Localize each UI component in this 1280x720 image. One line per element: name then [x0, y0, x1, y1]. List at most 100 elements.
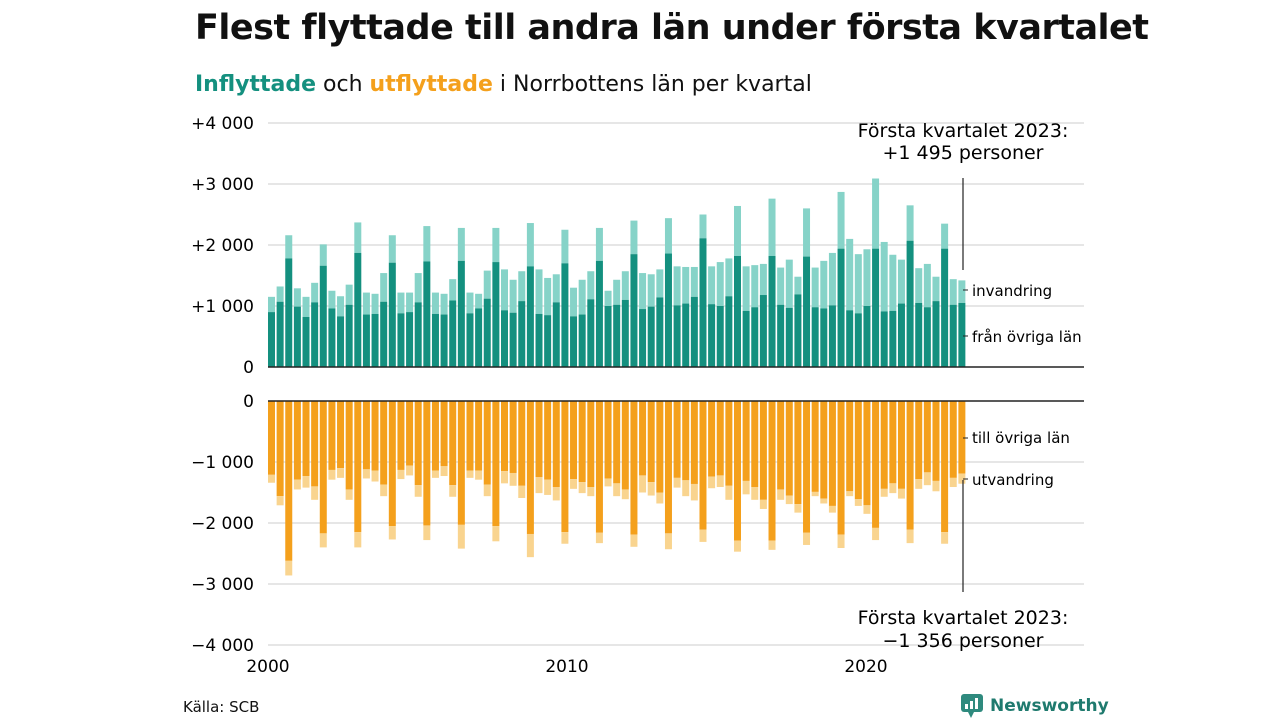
bar-till-ovriga-lan: [656, 401, 664, 493]
bar-invandring: [785, 259, 793, 308]
bar-utvandring: [466, 470, 474, 478]
annotation-top-line1: Första kvartalet 2023:: [858, 120, 1069, 142]
bar-utvandring: [276, 496, 284, 506]
newsworthy-logo[interactable]: Newsworthy: [960, 693, 1109, 719]
bar-till-ovriga-lan: [518, 401, 526, 486]
bar-utvandring: [595, 532, 603, 544]
bar-till-ovriga-lan: [854, 401, 862, 500]
bar-till-ovriga-lan: [397, 401, 405, 470]
bar-fran-ovriga-lan: [837, 248, 845, 367]
bar-invandring: [440, 293, 448, 315]
axes: [268, 178, 1084, 592]
bar-till-ovriga-lan: [449, 401, 457, 486]
bar-fran-ovriga-lan: [578, 314, 586, 367]
bar-fran-ovriga-lan: [630, 254, 638, 367]
x-tick-label: 2020: [844, 657, 887, 677]
bar-fran-ovriga-lan: [466, 313, 474, 367]
bar-fran-ovriga-lan: [501, 310, 508, 367]
bar-invandring: [475, 293, 483, 309]
bar-fran-ovriga-lan: [854, 313, 862, 367]
bar-fran-ovriga-lan: [457, 260, 465, 367]
bar-till-ovriga-lan: [647, 401, 655, 483]
bar-till-ovriga-lan: [923, 401, 931, 473]
bar-fran-ovriga-lan: [915, 302, 923, 367]
bar-till-ovriga-lan: [457, 401, 465, 525]
bar-fran-ovriga-lan: [889, 310, 897, 367]
bar-till-ovriga-lan: [587, 401, 595, 488]
bar-till-ovriga-lan: [699, 401, 707, 530]
bar-utvandring: [708, 476, 716, 489]
bar-invandring: [345, 284, 353, 305]
bar-utvandring: [337, 468, 345, 478]
bar-invandring: [544, 277, 552, 316]
bar-invandring: [293, 288, 301, 307]
bar-fran-ovriga-lan: [328, 308, 336, 367]
bar-invandring: [354, 222, 362, 253]
bar-invandring: [854, 254, 862, 314]
bar-utvandring: [949, 477, 957, 488]
series-label-fran-ovriga-lan: från övriga län: [972, 328, 1082, 346]
y-tick-label: 0: [243, 358, 254, 378]
bar-invandring: [466, 292, 474, 314]
bar-invandring: [828, 252, 836, 306]
bar-invandring: [414, 273, 422, 303]
bar-till-ovriga-lan: [268, 401, 275, 475]
bar-till-ovriga-lan: [578, 401, 586, 483]
bar-till-ovriga-lan: [509, 401, 517, 473]
bar-fran-ovriga-lan: [863, 306, 871, 367]
bar-utvandring: [293, 479, 301, 490]
y-tick-label: +3 000: [191, 175, 254, 195]
bar-fran-ovriga-lan: [492, 262, 500, 367]
bar-utvandring: [535, 477, 543, 494]
bar-till-ovriga-lan: [570, 401, 578, 480]
bar-utvandring: [768, 540, 776, 550]
subtitle-och: och: [316, 72, 370, 97]
bar-fran-ovriga-lan: [785, 307, 793, 367]
bar-till-ovriga-lan: [311, 401, 319, 487]
bar-till-ovriga-lan: [302, 401, 310, 477]
bar-invandring: [716, 262, 724, 306]
bar-invandring: [708, 266, 716, 305]
bar-utvandring: [483, 484, 491, 497]
bar-till-ovriga-lan: [708, 401, 716, 477]
bar-utvandring: [673, 477, 681, 488]
bar-invandring: [949, 279, 957, 305]
bar-utvandring: [941, 532, 949, 544]
bar-utvandring: [440, 466, 448, 477]
bar-invandring: [492, 227, 500, 263]
bar-fran-ovriga-lan: [932, 301, 940, 367]
bar-till-ovriga-lan: [319, 401, 327, 534]
bar-fran-ovriga-lan: [570, 316, 578, 367]
bar-fran-ovriga-lan: [811, 307, 819, 367]
bar-invandring: [751, 265, 759, 308]
bar-utvandring: [423, 525, 431, 541]
bar-utvandring: [915, 479, 923, 489]
bar-utvandring: [544, 479, 552, 495]
bar-invandring: [872, 178, 880, 249]
bar-invandring: [664, 218, 672, 254]
bar-invandring: [923, 263, 931, 308]
bar-utvandring: [923, 472, 931, 486]
bar-invandring: [880, 241, 888, 312]
bar-utvandring: [751, 487, 759, 500]
bar-utvandring: [880, 488, 888, 497]
series-label-invandring: invandring: [972, 282, 1052, 300]
bar-invandring: [768, 198, 776, 256]
bar-utvandring: [690, 483, 698, 501]
bar-invandring: [595, 227, 603, 261]
bar-invandring: [501, 269, 508, 311]
bar-till-ovriga-lan: [751, 401, 759, 488]
bar-invandring: [337, 296, 345, 317]
bar-invandring: [423, 226, 431, 262]
bar-till-ovriga-lan: [492, 401, 500, 527]
bar-utvandring: [716, 475, 724, 488]
bar-invandring: [552, 274, 560, 303]
bar-utvandring: [345, 489, 353, 500]
bar-fran-ovriga-lan: [673, 305, 681, 367]
bar-invandring: [837, 191, 845, 249]
bar-invandring: [328, 290, 336, 309]
bar-till-ovriga-lan: [483, 401, 491, 485]
bar-utvandring: [725, 485, 733, 500]
bar-utvandring: [371, 470, 379, 482]
bar-utvandring: [889, 483, 897, 494]
